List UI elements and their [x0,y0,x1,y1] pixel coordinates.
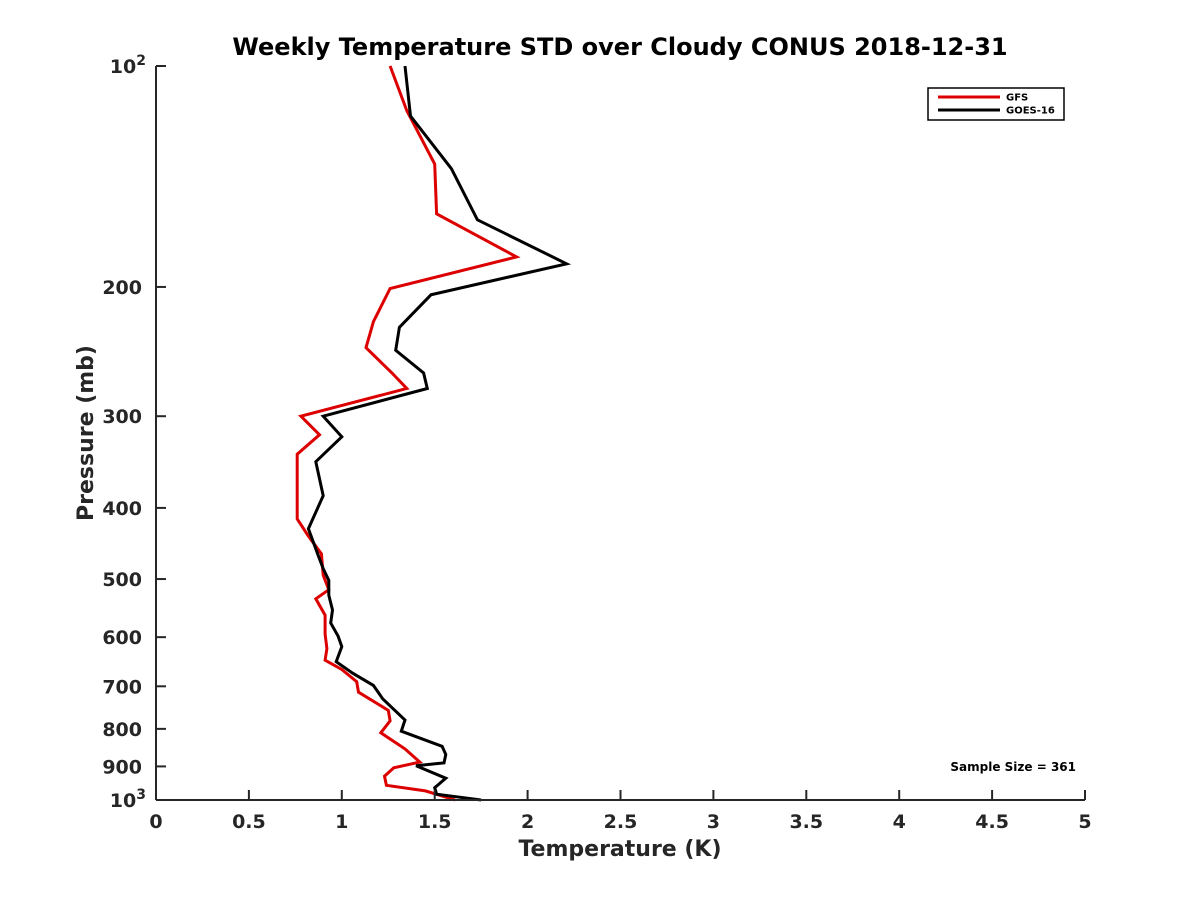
x-tick-label: 1.5 [418,811,452,833]
legend: GFS GOES-16 [927,87,1065,121]
x-tick-label: 3 [707,811,720,833]
y-tick-label: 900 [102,756,142,778]
series-line-goes-16 [306,65,572,802]
y-tick-label: 700 [102,676,142,698]
y-tick-label: 102 [110,53,146,78]
series-line-gfs [295,65,521,802]
y-tick-label: 800 [102,719,142,741]
y-tick-label: 103 [110,787,146,812]
x-tick-label: 4.5 [975,811,1009,833]
x-tick-label: 0 [149,811,162,833]
legend-label: GOES-16 [1006,106,1055,117]
sample-size-annotation: Sample Size = 361 [950,760,1076,774]
y-tick-label: 400 [102,498,142,520]
x-tick-label: 2.5 [604,811,638,833]
y-tick-label: 200 [102,277,142,299]
x-axis-label: Temperature (K) [518,837,721,862]
plot-area [295,65,572,802]
x-tick-label: 1 [335,811,348,833]
x-tick-label: 3.5 [789,811,823,833]
legend-label: GFS [1006,93,1028,104]
y-tick-label: 500 [102,569,142,591]
y-tick-label: 600 [102,627,142,649]
x-tick-label: 4 [893,811,906,833]
x-tick-label: 0.5 [232,811,266,833]
y-axis-label: Pressure (mb) [74,345,99,521]
y-tick-label: 300 [102,406,142,428]
chart-title: Weekly Temperature STD over Cloudy CONUS… [232,33,1007,61]
x-tick-label: 5 [1078,811,1091,833]
axes: 0 0.5 1 1.5 2 2.5 3 3.5 4 4.5 5 102 200 300 400 500 600 7… [102,53,1091,833]
legend-box [927,87,1065,121]
x-tick-label: 2 [521,811,534,833]
